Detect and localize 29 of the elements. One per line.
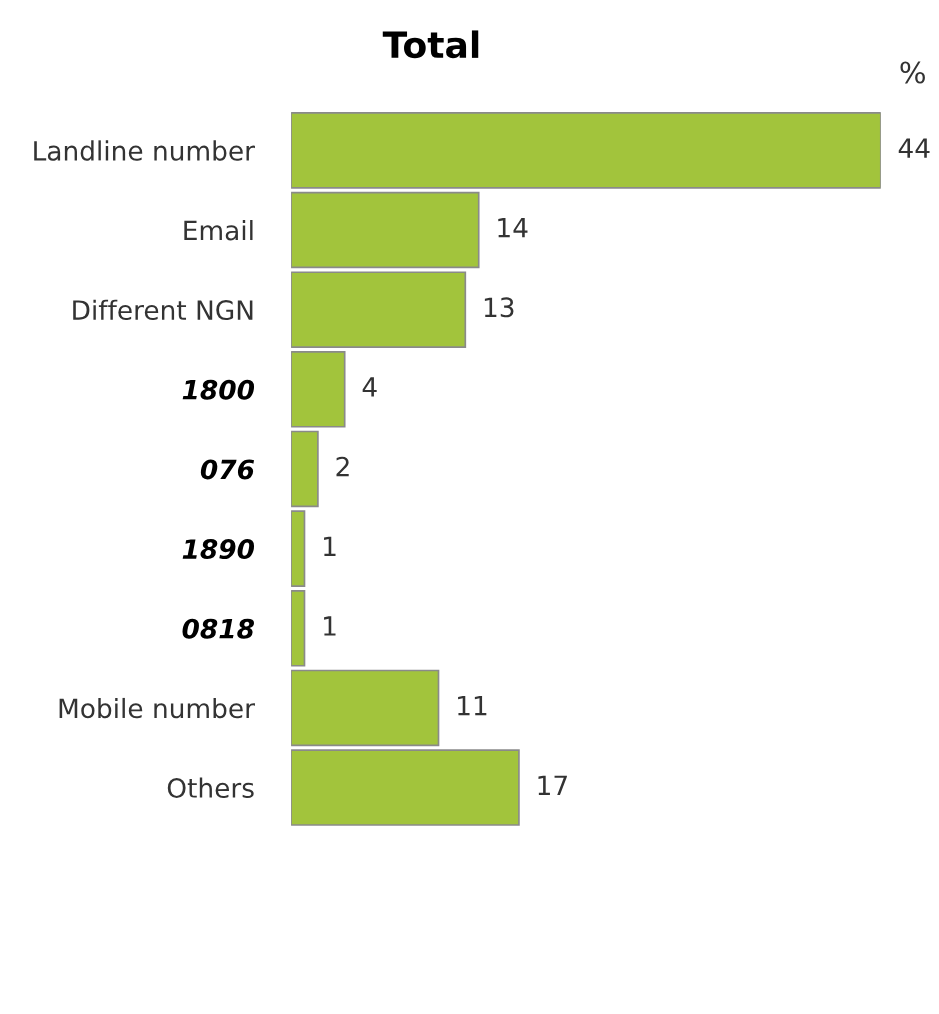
bar (291, 112, 881, 189)
data-label: 11 (458, 695, 487, 716)
chart-title: Total (382, 30, 479, 59)
bar (291, 191, 480, 269)
x-axis-title: % (900, 61, 925, 84)
y-tick-label: Email (184, 219, 253, 241)
y-tick-label: Mobile number (59, 697, 255, 719)
y-tick-label: Others (167, 777, 254, 798)
bar (291, 430, 319, 508)
y-tick-label: 1800 (182, 379, 255, 400)
data-label: 1 (324, 536, 336, 556)
y-tick-label: Different NGN (73, 299, 253, 321)
data-label: 2 (336, 456, 349, 477)
bar (291, 669, 440, 747)
bar (291, 590, 306, 667)
data-label: 14 (498, 218, 528, 238)
y-tick-label: Landline number (34, 140, 255, 161)
bar (291, 351, 346, 428)
data-label: 17 (538, 775, 567, 795)
bar (291, 749, 520, 826)
y-tick-label: 076 (200, 459, 255, 480)
data-label: 4 (362, 377, 377, 397)
bar (291, 510, 306, 587)
data-label: 13 (484, 297, 514, 318)
bar (291, 271, 467, 348)
y-tick-label: 0818 (182, 618, 255, 639)
data-label: 44 (898, 138, 930, 158)
data-label: 1 (324, 616, 336, 636)
y-tick-label: 1890 (182, 539, 255, 560)
